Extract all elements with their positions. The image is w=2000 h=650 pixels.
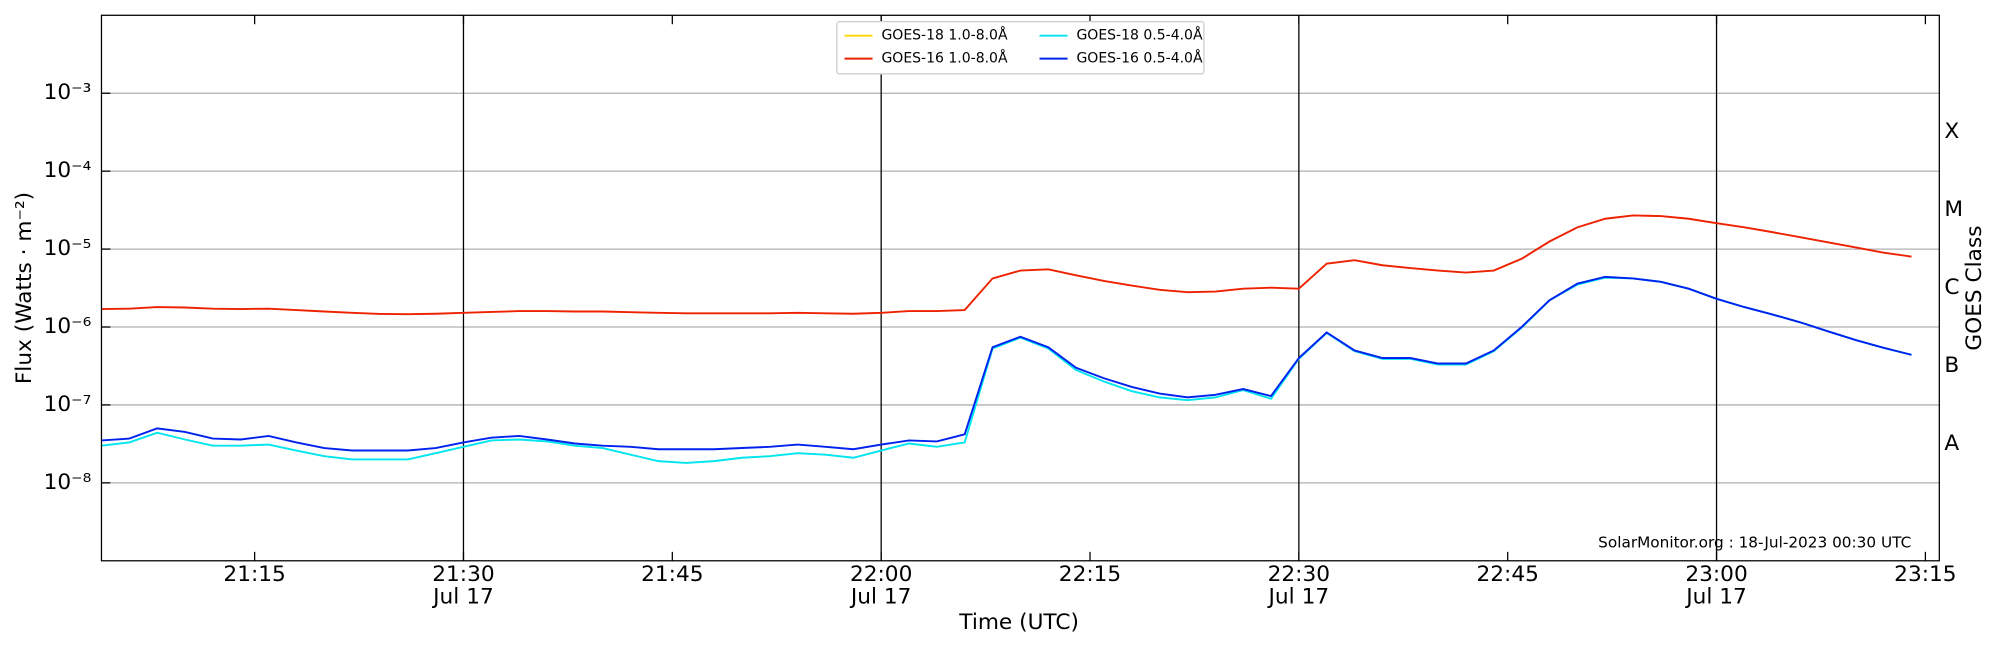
y-axis-label: Flux (Watts · m⁻²) [12, 192, 37, 384]
legend-label: GOES-16 0.5-4.0Å [1076, 50, 1202, 67]
y-tick-label: 10⁻⁶ [44, 314, 92, 339]
y2-axis-label: GOES Class [1962, 225, 1987, 350]
x-tick-label: 21:45 [641, 562, 703, 587]
x-tick-label: Jul 17 [431, 585, 494, 610]
series-line [101, 276, 1912, 464]
x-tick-label: 22:45 [1476, 562, 1538, 587]
x-tick-label: 22:15 [1059, 562, 1121, 587]
x-tick-label: 22:30 [1268, 562, 1330, 587]
y-tick-label: 10⁻⁵ [44, 236, 92, 261]
annotation: SolarMonitor.org : 18-Jul-2023 00:30 UTC [1598, 533, 1911, 551]
y-tick-label: 10⁻⁴ [44, 158, 92, 183]
x-tick-label: Jul 17 [849, 585, 912, 610]
y-tick-label: 10⁻³ [44, 80, 92, 105]
legend-label: GOES-16 1.0-8.0Å [881, 50, 1007, 67]
y2-tick-label: X [1944, 119, 1959, 144]
legend-label: GOES-18 0.5-4.0Å [1076, 27, 1202, 44]
legend-label: GOES-18 1.0-8.0Å [881, 27, 1007, 44]
x-tick-label: Jul 17 [1267, 585, 1330, 610]
y-tick-label: 10⁻⁸ [44, 470, 92, 495]
y2-tick-label: A [1944, 431, 1959, 456]
series-line [101, 214, 1912, 316]
series-line [101, 275, 1912, 452]
x-tick-label: 23:15 [1894, 562, 1956, 587]
x-axis-label: Time (UTC) [958, 610, 1079, 635]
x-tick-label: 23:00 [1685, 562, 1747, 587]
y2-tick-label: M [1944, 197, 1963, 222]
x-tick-label: Jul 17 [1684, 585, 1747, 610]
y2-tick-label: C [1944, 275, 1959, 300]
x-tick-label: 21:15 [223, 562, 285, 587]
y2-tick-label: B [1944, 353, 1959, 378]
legend-box [836, 21, 1205, 75]
plot-frame [100, 14, 1940, 562]
y-tick-label: 10⁻⁷ [44, 392, 92, 417]
x-tick-label: 21:30 [432, 562, 494, 587]
x-tick-label: 22:00 [850, 562, 912, 587]
